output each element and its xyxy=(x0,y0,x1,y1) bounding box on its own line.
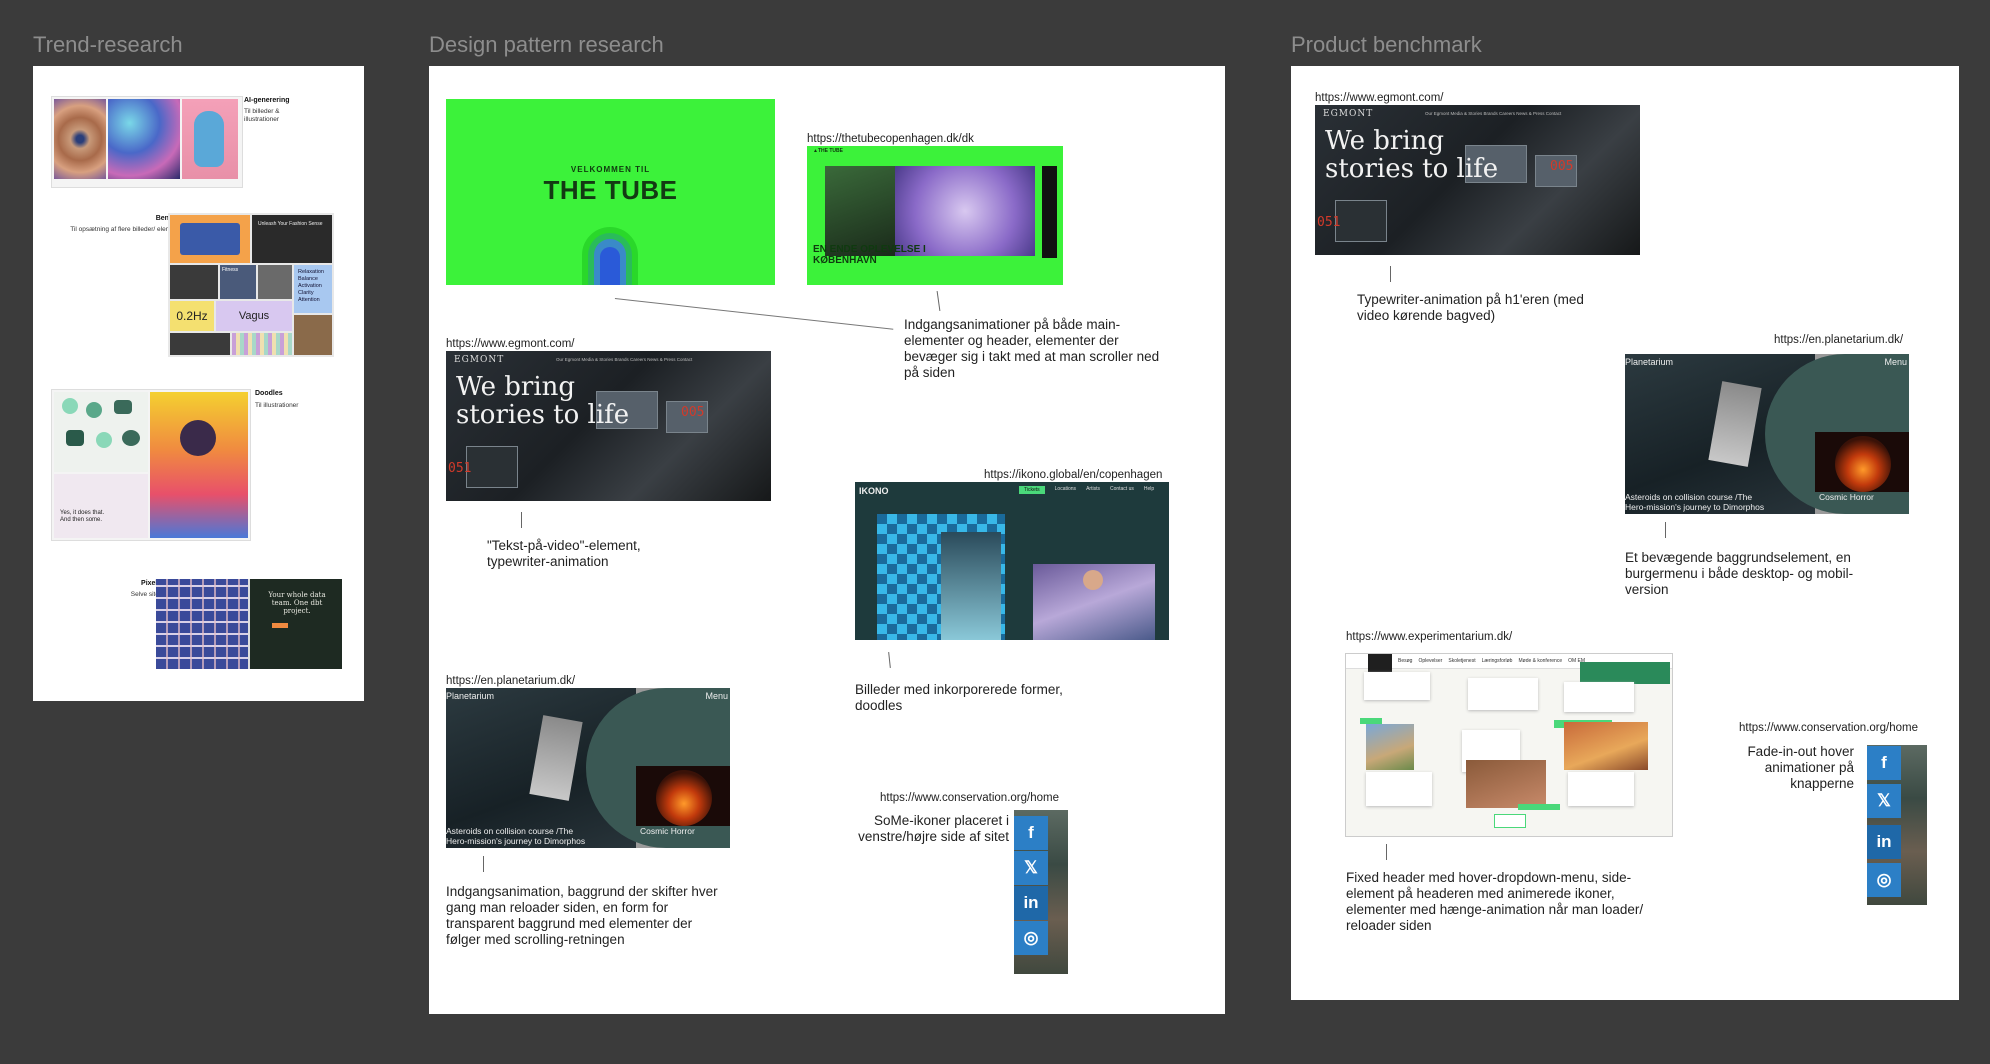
bench-planetarium-screenshot: Planetarium Menu Asteroids on collision … xyxy=(1625,354,1909,514)
tube-url[interactable]: https://thetubecopenhagen.dk/dk xyxy=(807,133,974,145)
egmont-url[interactable]: https://www.egmont.com/ xyxy=(446,338,575,350)
doodles-image: Yes, it does that. And then some. xyxy=(51,389,251,541)
bench-conservation-note[interactable]: Fade-in-out hover animationer på knapper… xyxy=(1747,744,1854,791)
egmont-screenshot: 005 051 EGMONT Our Egmont Media & Storie… xyxy=(446,351,771,501)
product-benchmark-frame[interactable]: https://www.egmont.com/ 005 051 EGMONT O… xyxy=(1291,66,1959,1000)
bento-grid-image: Unleash Your Fashion Sense Fitness Relax… xyxy=(168,213,334,357)
frame-title-trend[interactable]: Trend-research xyxy=(33,32,183,57)
pixels-image: Your whole data team. One dbt project. xyxy=(156,579,342,669)
share-bar: f 𝕏 in ◎ xyxy=(1014,810,1068,974)
design-pattern-frame[interactable]: VELKOMMEN TIL THE TUBE https://thetubeco… xyxy=(429,66,1225,1014)
bench-conservation-url[interactable]: https://www.conservation.org/home xyxy=(1739,722,1918,734)
bench-planet-arrow xyxy=(1665,522,1666,538)
planet-arrow xyxy=(483,856,484,872)
connector-line xyxy=(614,298,894,330)
ikono-url[interactable]: https://ikono.global/en/copenhagen xyxy=(984,469,1163,481)
facebook-icon[interactable]: f xyxy=(1014,816,1048,850)
frame-title-benchmark[interactable]: Product benchmark xyxy=(1291,32,1482,57)
experimentarium-note[interactable]: Fixed header med hover-dropdown-menu, si… xyxy=(1346,870,1644,933)
ikono-screenshot: IKONO Tickets Locations Artists Contact … xyxy=(855,482,1169,640)
ai-collage-image xyxy=(51,96,243,188)
bench-linkedin-icon[interactable]: in xyxy=(1867,825,1901,859)
tube-hero-image: VELKOMMEN TIL THE TUBE xyxy=(446,99,775,285)
tube-note[interactable]: Indgangsanimationer på både main-element… xyxy=(904,317,1160,380)
tube-site-screenshot: ▲THE TUBE EN ENDE OPLEVELSE I KØBENHAVN xyxy=(807,146,1063,285)
bench-egmont-arrow xyxy=(1390,266,1391,282)
experimentarium-screenshot: Besøg Oplevelser Skoletjenest Læringsfor… xyxy=(1345,653,1673,837)
ai-title: AI-generering xyxy=(244,97,290,104)
ikono-arrow xyxy=(888,651,891,669)
bench-egmont-note[interactable]: Typewriter-animation på h1'eren (med vid… xyxy=(1357,292,1584,323)
planetarium-screenshot: Planetarium Menu Asteroids on collision … xyxy=(446,688,730,848)
bench-planet-url[interactable]: https://en.planetarium.dk/ xyxy=(1774,334,1904,346)
linkedin-icon[interactable]: in xyxy=(1014,886,1048,920)
bench-x-icon[interactable]: 𝕏 xyxy=(1867,784,1901,818)
planet-note[interactable]: Indgangsanimation, baggrund der skifter … xyxy=(446,884,718,947)
frame-title-design[interactable]: Design pattern research xyxy=(429,32,664,57)
bench-share-bar: f 𝕏 in ◎ xyxy=(1867,745,1927,905)
tube-arrow xyxy=(936,291,941,311)
egmont-arrow xyxy=(521,512,522,528)
bench-egmont-url[interactable]: https://www.egmont.com/ xyxy=(1315,92,1444,104)
experimentarium-arrow xyxy=(1386,844,1387,860)
whatsapp-icon[interactable]: ◎ xyxy=(1014,921,1048,955)
experimentarium-url[interactable]: https://www.experimentarium.dk/ xyxy=(1346,631,1513,643)
trend-research-frame[interactable]: AI-generering Til billeder & illustratio… xyxy=(33,66,364,701)
ai-text: Til billeder & illustrationer xyxy=(244,108,280,123)
conservation-url[interactable]: https://www.conservation.org/home xyxy=(880,792,1059,804)
doodles-text: Til illustrationer xyxy=(255,402,299,409)
bench-egmont-screenshot: 005 051 EGMONT Our Egmont Media & Storie… xyxy=(1315,105,1640,255)
planet-url[interactable]: https://en.planetarium.dk/ xyxy=(446,675,576,687)
doodles-title: Doodles xyxy=(255,390,283,397)
conservation-note[interactable]: SoMe-ikoner placeret i venstre/højre sid… xyxy=(858,813,1009,844)
egmont-note[interactable]: "Tekst-på-video"-element, typewriter-ani… xyxy=(487,538,641,569)
bench-planet-note[interactable]: Et bevægende baggrundselement, en burger… xyxy=(1625,550,1854,597)
bench-whatsapp-icon[interactable]: ◎ xyxy=(1867,863,1901,897)
bench-facebook-icon[interactable]: f xyxy=(1867,746,1901,780)
x-icon[interactable]: 𝕏 xyxy=(1014,851,1048,885)
ikono-note[interactable]: Billeder med inkorporerede former, doodl… xyxy=(855,682,1063,713)
